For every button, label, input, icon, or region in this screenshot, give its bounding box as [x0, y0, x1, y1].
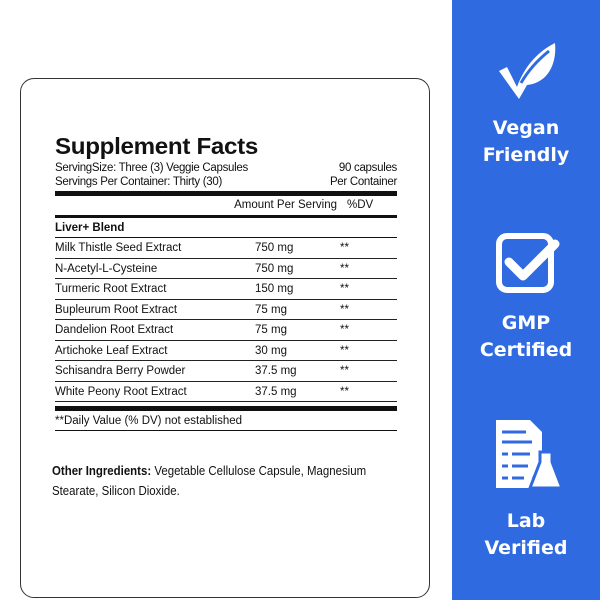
ingredient-amount: 150 mg [255, 283, 294, 295]
ingredient-row: Schisandra Berry Powder 37.5 mg ** [55, 361, 397, 382]
dv-header: %DV [347, 199, 374, 211]
benefits-panel: Vegan Friendly GMP Certified Lab Verifie… [452, 0, 600, 600]
ingredient-dv: ** [340, 262, 349, 275]
capsule-count: 90 capsules [338, 162, 397, 174]
other-ingredients: Other Ingredients: Vegetable Cellulose C… [52, 461, 386, 501]
ingredient-name: Turmeric Root Extract [55, 283, 167, 295]
ingredient-dv: ** [340, 385, 349, 398]
ingredient-amount: 750 mg [255, 242, 294, 254]
other-ingredients-label: Other Ingredients: [52, 463, 152, 478]
divider [55, 406, 397, 411]
blend-name: Liver+ Blend [55, 218, 397, 238]
badge-line1: Vegan [492, 117, 560, 139]
ingredient-row: Artichoke Leaf Extract 30 mg ** [55, 341, 397, 361]
ingredient-amount: 30 mg [255, 344, 287, 357]
footnote: **Daily Value (% DV) not established [55, 411, 397, 431]
ingredient-name: Bupleurum Root Extract [55, 303, 178, 316]
ingredient-amount: 750 mg [255, 262, 294, 275]
badge-line2: Friendly [482, 144, 570, 166]
ingredient-dv: ** [340, 283, 349, 295]
badge-line1: Lab [506, 510, 546, 532]
supplement-facts-panel: Supplement Facts ServingSize: Three (3) … [55, 131, 397, 431]
ingredient-amount: 37.5 mg [255, 385, 297, 398]
badge-lab: Lab Verified [452, 418, 600, 562]
ingredient-amount: 75 mg [255, 303, 287, 316]
divider [55, 215, 397, 218]
ingredient-amount: 37.5 mg [255, 365, 297, 377]
ingredient-row: N-Acetyl-L-Cysteine 750 mg ** [55, 259, 397, 279]
ingredient-name: Milk Thistle Seed Extract [55, 242, 182, 254]
servings-per-container: Servings Per Container: Thirty (30) [55, 176, 222, 188]
badge-line2: Certified [479, 339, 573, 361]
serving-size: ServingSize: Three (3) Veggie Capsules [55, 162, 248, 174]
ingredient-name: Dandelion Root Extract [55, 324, 174, 336]
badge-gmp: GMP Certified [452, 230, 600, 364]
supplement-facts-card [20, 78, 430, 598]
ingredient-name: N-Acetyl-L-Cysteine [55, 262, 158, 275]
checkbox-icon [496, 233, 560, 293]
ingredient-dv: ** [340, 242, 349, 254]
other-ingredients-text: Vegetable Cellulose Capsule, Magnesium S… [52, 463, 367, 498]
badge-line2: Verified [484, 537, 568, 559]
per-container: Per Container [329, 176, 397, 188]
lab-document-flask-icon [496, 420, 565, 490]
ingredient-row: Milk Thistle Seed Extract 750 mg ** [55, 238, 397, 259]
facts-title: Supplement Facts [55, 133, 258, 159]
divider [55, 191, 397, 196]
badge-line1: GMP [501, 312, 551, 334]
ingredient-amount: 75 mg [255, 324, 287, 336]
ingredient-dv: ** [340, 344, 349, 357]
ingredient-name: Schisandra Berry Powder [55, 365, 186, 377]
ingredient-dv: ** [340, 303, 349, 316]
badge-vegan: Vegan Friendly [452, 35, 600, 169]
leaf-check-icon [499, 43, 556, 99]
ingredient-dv: ** [340, 365, 349, 377]
ingredient-row: Turmeric Root Extract 150 mg ** [55, 279, 397, 300]
amount-header: Amount Per Serving [234, 199, 337, 211]
ingredient-name: Artichoke Leaf Extract [55, 344, 168, 357]
ingredient-name: White Peony Root Extract [55, 385, 187, 398]
ingredient-row: White Peony Root Extract 37.5 mg ** [55, 382, 397, 402]
ingredient-row: Bupleurum Root Extract 75 mg ** [55, 300, 397, 320]
ingredient-dv: ** [340, 324, 349, 336]
ingredient-row: Dandelion Root Extract 75 mg ** [55, 320, 397, 341]
